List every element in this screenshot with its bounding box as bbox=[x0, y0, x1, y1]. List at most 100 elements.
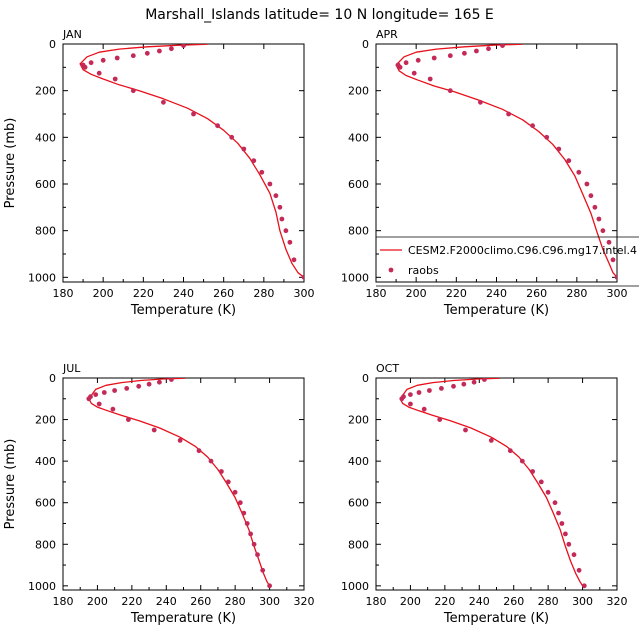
raobs-point bbox=[596, 216, 602, 222]
y-tick-label: 800 bbox=[348, 225, 369, 238]
raobs-point bbox=[488, 438, 494, 443]
x-tick-label: 280 bbox=[538, 595, 559, 608]
raobs-point bbox=[101, 390, 107, 395]
plot-data bbox=[79, 44, 304, 280]
plot-frame bbox=[375, 377, 618, 591]
raobs-point bbox=[431, 55, 437, 61]
raobs-point bbox=[96, 70, 102, 76]
raobs-point bbox=[136, 383, 142, 389]
y-tick-label: 800 bbox=[35, 225, 56, 238]
raobs-point bbox=[463, 427, 468, 433]
x-axis-title: Temperature (K) bbox=[443, 611, 549, 626]
raobs-point bbox=[482, 378, 487, 382]
x-tick-label: 200 bbox=[87, 595, 108, 608]
plot-data bbox=[86, 378, 272, 589]
raobs-point bbox=[93, 392, 99, 397]
y-tick-label: 200 bbox=[348, 414, 369, 427]
model-profile-line bbox=[88, 378, 271, 587]
raobs-point bbox=[196, 448, 202, 454]
raobs-point bbox=[125, 417, 131, 422]
x-tick-label: 220 bbox=[446, 287, 467, 300]
panel-jan: 180 200 220 240 260 280 300 0 200 400 600 800 1000 JA… bbox=[3, 28, 315, 318]
raobs-point bbox=[177, 438, 183, 443]
raobs-point bbox=[248, 531, 254, 537]
raobs-point bbox=[241, 146, 247, 152]
x-tick-label: 180 bbox=[53, 287, 74, 300]
raobs-point bbox=[208, 458, 214, 464]
plot-data bbox=[399, 378, 587, 589]
panel-title: APR bbox=[376, 28, 398, 41]
x-tick-label: 300 bbox=[259, 595, 280, 608]
figure-title: Marshall_Islands latitude= 10 N longitud… bbox=[145, 7, 494, 23]
raobs-point bbox=[427, 388, 432, 393]
y-tick-label: 800 bbox=[348, 538, 369, 551]
raobs-point bbox=[545, 489, 551, 495]
raobs-point bbox=[229, 134, 235, 140]
raobs-point bbox=[241, 510, 247, 516]
y-tick-label: 400 bbox=[35, 455, 56, 468]
raobs-point bbox=[610, 257, 616, 263]
raobs-point bbox=[566, 541, 572, 547]
model-profile-line bbox=[399, 378, 584, 587]
x-tick-label: 240 bbox=[173, 287, 194, 300]
raobs-point bbox=[397, 64, 403, 70]
x-tick-label: 180 bbox=[53, 595, 74, 608]
x-tick-label: 320 bbox=[294, 595, 315, 608]
raobs-point bbox=[519, 458, 525, 464]
raobs-point bbox=[474, 48, 479, 54]
raobs-point bbox=[563, 531, 568, 537]
raobs-point bbox=[614, 274, 617, 280]
y-axis-title: Pressure (mb) bbox=[3, 439, 18, 530]
raobs-point bbox=[100, 57, 106, 63]
x-tick-label: 180 bbox=[366, 595, 387, 608]
raobs-point bbox=[421, 406, 427, 412]
x-tick-label: 320 bbox=[607, 595, 628, 608]
raobs-point bbox=[144, 50, 150, 56]
x-tick-label: 200 bbox=[406, 287, 427, 300]
panel-apr: 180 200 220 240 260 280 300 0 200 400 600 800 1000 AP… bbox=[341, 28, 639, 318]
legend-model-label: CESM2.F2000climo.C96.C96.mg17.intel.4 bbox=[408, 244, 637, 257]
raobs-point bbox=[471, 379, 477, 385]
raobs-point bbox=[112, 388, 117, 393]
raobs-point bbox=[114, 55, 120, 61]
y-tick-label: 400 bbox=[348, 455, 369, 468]
raobs-point bbox=[82, 64, 88, 70]
raobs-point bbox=[255, 552, 260, 558]
raobs-point bbox=[273, 193, 279, 199]
plot-data bbox=[395, 44, 617, 280]
raobs-point bbox=[267, 181, 273, 187]
raobs-point bbox=[451, 383, 456, 389]
plot-frame bbox=[62, 377, 305, 591]
y-tick-label: 400 bbox=[35, 131, 56, 144]
panel-jul: 180 200 220 240 260 280 300 320 0 200 400 600 800 100… bbox=[3, 362, 315, 626]
raobs-point bbox=[556, 510, 561, 516]
y-tick-label: 0 bbox=[362, 38, 369, 51]
x-tick-label: 300 bbox=[294, 287, 315, 300]
raobs-point bbox=[530, 123, 535, 129]
raobs-point bbox=[277, 204, 283, 210]
raobs-point bbox=[408, 392, 413, 397]
raobs-point bbox=[151, 427, 157, 433]
y-tick-label: 600 bbox=[348, 178, 369, 191]
legend: CESM2.F2000climo.C96.C96.mg17.intel.4 rao… bbox=[376, 236, 639, 287]
raobs-point bbox=[408, 401, 413, 407]
raobs-point bbox=[606, 239, 612, 245]
raobs-point bbox=[571, 552, 577, 558]
y-axis-title: Pressure (mb) bbox=[3, 118, 18, 209]
raobs-point bbox=[462, 50, 467, 56]
y-tick-label: 0 bbox=[362, 372, 369, 385]
legend-raobs-label: raobs bbox=[408, 264, 439, 277]
raobs-point bbox=[112, 76, 118, 82]
x-tick-label: 260 bbox=[526, 287, 547, 300]
x-tick-label: 240 bbox=[486, 287, 507, 300]
raobs-point bbox=[592, 204, 598, 210]
x-tick-label: 240 bbox=[156, 595, 177, 608]
raobs-point bbox=[447, 53, 453, 59]
model-profile-line bbox=[395, 44, 617, 278]
y-tick-label: 1000 bbox=[28, 271, 56, 284]
raobs-point bbox=[486, 46, 491, 52]
raobs-point bbox=[279, 216, 285, 222]
raobs-point bbox=[110, 406, 116, 412]
raobs-point bbox=[169, 46, 174, 52]
raobs-point bbox=[88, 60, 94, 66]
